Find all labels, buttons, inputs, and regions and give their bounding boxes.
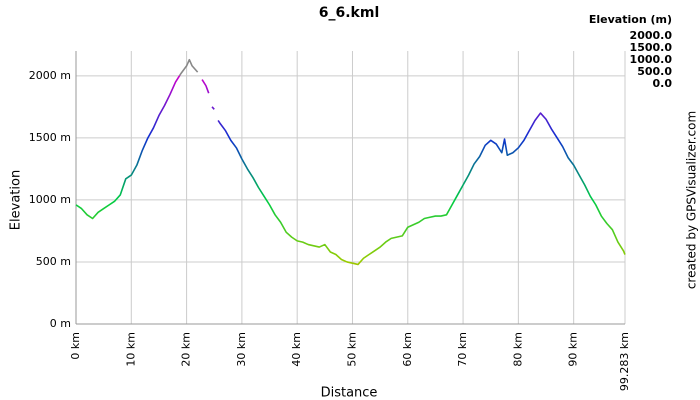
- x-tick-label: 50 km: [345, 332, 358, 367]
- x-tick-label: 60 km: [401, 332, 414, 367]
- x-tick-label: 80 km: [511, 332, 524, 367]
- y-tick-label: 1000 m: [29, 193, 71, 206]
- x-tick-label: 90 km: [567, 332, 580, 367]
- x-tick-label: 30 km: [235, 332, 248, 367]
- chart-title: 6_6.kml: [319, 5, 380, 21]
- y-tick-label: 0 m: [50, 317, 71, 330]
- y-tick-label: 1500 m: [29, 131, 71, 144]
- x-tick-label: 70 km: [456, 332, 469, 367]
- x-tick-label: 40 km: [290, 332, 303, 367]
- x-tick-label: 10 km: [124, 332, 137, 367]
- y-tick-label: 500 m: [36, 255, 71, 268]
- legend-entry: 2000.0: [630, 29, 673, 42]
- x-tick-label: 20 km: [180, 332, 193, 367]
- x-tick-label: 0 km: [69, 332, 82, 360]
- elevation-line: [75, 58, 626, 266]
- y-axis-label: Elevation: [9, 170, 24, 230]
- x-axis-label: Distance: [321, 386, 378, 400]
- legend-entry: 1000.0: [630, 53, 673, 66]
- legend-entry: 0.0: [653, 77, 673, 90]
- legend-entry: 1500.0: [630, 41, 673, 54]
- legend-entry: 500.0: [637, 65, 672, 78]
- legend-title: Elevation (m): [589, 13, 672, 26]
- y-tick-label: 2000 m: [29, 69, 71, 82]
- credit: created by GPSVisualizer.com: [685, 111, 699, 289]
- x-tick-label: 99.283 km: [618, 332, 631, 391]
